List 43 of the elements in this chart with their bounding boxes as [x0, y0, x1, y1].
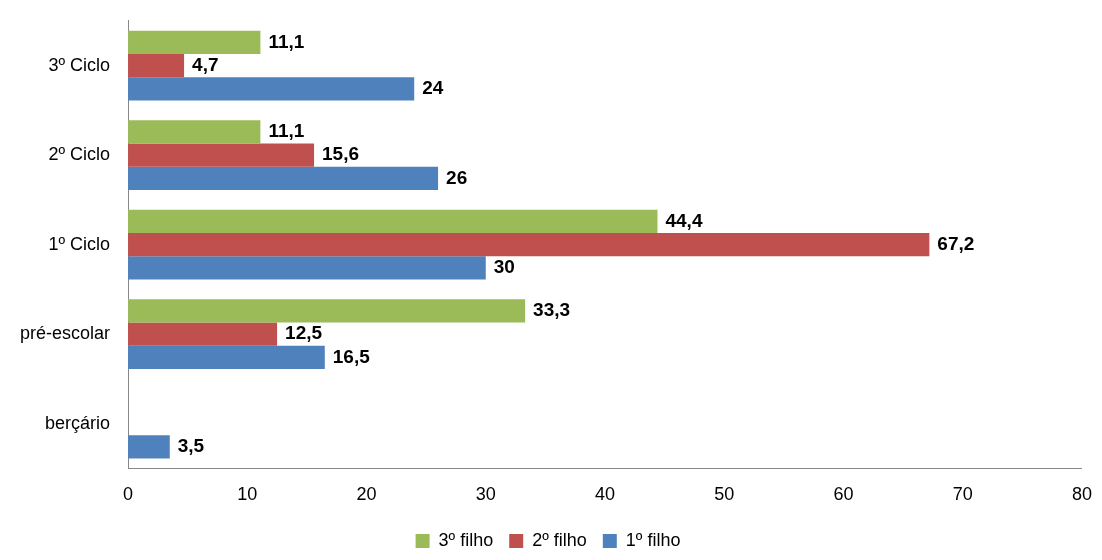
data-label: 16,5 [332, 345, 371, 367]
x-tick-label: 50 [714, 484, 735, 505]
bar [128, 53, 185, 78]
bar [128, 322, 278, 346]
x-tick-label: 60 [833, 484, 854, 505]
data-label: 12,5 [285, 322, 323, 344]
bar [128, 166, 439, 190]
bar [128, 256, 486, 280]
y-tick-label: pré-escolar [19, 323, 111, 344]
y-tick-label: 2º Ciclo [48, 144, 111, 165]
y-tick-label: 3º Ciclo [48, 54, 111, 75]
legend-label: 1º filho [625, 529, 681, 550]
y-tick-label: berçário [45, 412, 111, 433]
bar [128, 30, 261, 54]
data-label: 26 [446, 166, 468, 188]
x-tick-label: 40 [595, 484, 616, 505]
data-label: 15,6 [322, 143, 360, 165]
x-tick-label: 70 [952, 484, 973, 505]
bar [128, 435, 170, 459]
x-tick-label: 0 [123, 484, 134, 505]
x-tick-label: 20 [356, 484, 377, 505]
legend-label: 2º filho [532, 529, 587, 550]
bar [128, 209, 658, 233]
bar [128, 120, 261, 144]
legend-label: 3º filho [438, 529, 494, 550]
data-label: 33,3 [533, 299, 571, 321]
x-tick-label: 10 [237, 484, 258, 505]
x-tick-label: 30 [475, 484, 496, 505]
bar [128, 345, 325, 370]
x-tick-label: 80 [1071, 484, 1092, 505]
data-label: 4,7 [192, 53, 219, 75]
y-tick-label: 1º Ciclo [48, 233, 111, 254]
data-label: 11,1 [268, 120, 305, 142]
data-label: 3,5 [177, 435, 205, 457]
data-label: 11,1 [268, 30, 305, 52]
data-label: 30 [493, 256, 515, 278]
data-label: 67,2 [937, 232, 975, 254]
bar [128, 77, 415, 101]
data-label: 44,4 [665, 209, 703, 231]
bar [128, 143, 315, 167]
bar [128, 232, 930, 257]
bar [128, 299, 526, 323]
data-label: 24 [422, 77, 444, 99]
